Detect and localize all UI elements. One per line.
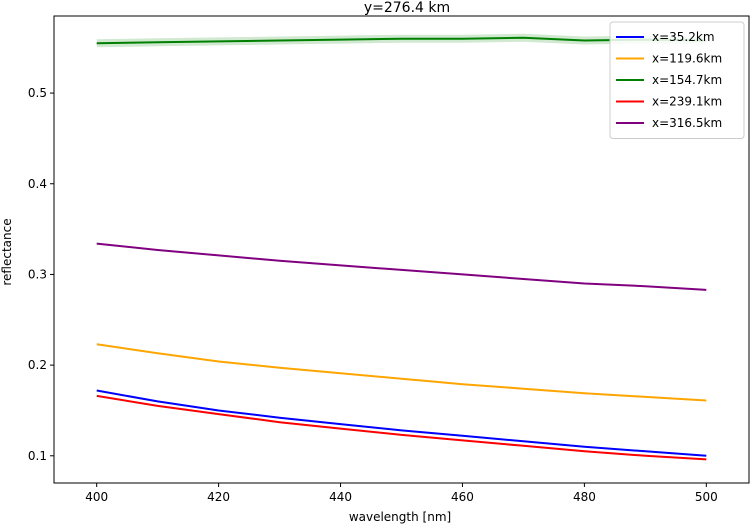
x-tick-label: 400 [85,490,108,504]
x-tick-label: 480 [573,490,596,504]
x-tick-label: 460 [451,490,474,504]
legend-label: x=239.1km [652,95,722,109]
legend: x=35.2km x=119.6km x=154.7km x=239.1km x=316… [609,21,745,139]
series-line-0 [96,389,707,457]
legend-label: x=119.6km [652,52,722,66]
series-line-2 [96,36,707,45]
legend-box [609,21,745,139]
x-axis: 400 420 440 460 480 500 [85,483,718,504]
x-tick-label: 440 [329,490,352,504]
legend-label: x=316.5km [652,116,722,130]
series-layer [96,33,707,461]
legend-label: x=35.2km [652,30,715,44]
series-line-3 [96,394,707,461]
legend-label: x=154.7km [652,73,722,87]
x-axis-label: wavelength [nm] [349,510,451,524]
y-tick-label: 0.2 [28,358,47,372]
x-tick-label: 500 [695,490,718,504]
y-axis-label: reflectance [0,218,14,285]
y-tick-label: 0.5 [28,86,47,100]
chart-title: y=276.4 km [364,0,450,16]
y-axis: 0.1 0.2 0.3 0.4 0.5 [28,86,54,463]
y-tick-label: 0.1 [28,449,47,463]
x-tick-label: 420 [207,490,230,504]
y-tick-label: 0.4 [28,177,47,191]
series-line-1 [96,343,707,402]
series-line-4 [96,242,707,291]
plot-area-frame [53,15,750,484]
y-tick-label: 0.3 [28,267,47,281]
